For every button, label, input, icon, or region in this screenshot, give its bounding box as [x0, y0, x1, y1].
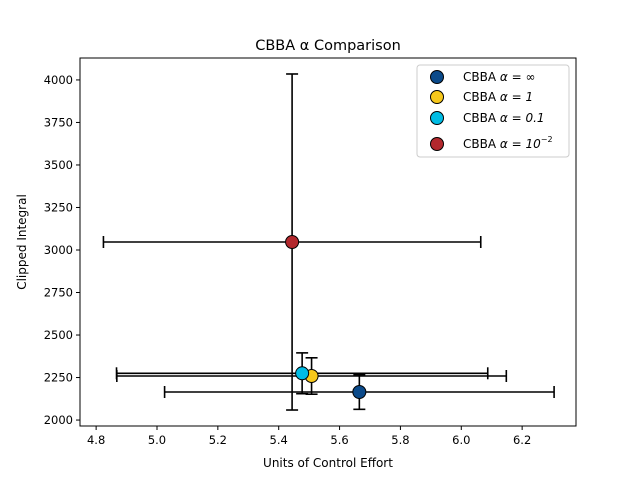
x-tick-label: 5.6	[330, 433, 348, 447]
data-point	[352, 384, 367, 399]
x-axis-label: Units of Control Effort	[263, 456, 393, 470]
y-tick-label: 2000	[44, 413, 73, 427]
plot-frame	[79, 57, 577, 427]
legend-marker	[430, 70, 444, 84]
x-tick-label: 5.4	[270, 433, 288, 447]
y-tick-label: 2500	[44, 328, 73, 342]
y-tick-label: 3250	[44, 200, 73, 214]
legend-label: CBBA α = 0.1	[463, 111, 545, 125]
legend-marker	[430, 90, 444, 104]
y-tick-label: 4000	[44, 73, 73, 87]
y-tick-label: 3750	[44, 115, 73, 129]
plot-marks	[102, 73, 555, 411]
y-tick-label: 2750	[44, 286, 73, 300]
data-point	[295, 366, 310, 381]
y-tick-label: 3500	[44, 158, 73, 172]
legend-item: CBBA α = 0.1	[430, 111, 545, 125]
x-tick-label: 5.0	[148, 433, 166, 447]
legend-marker	[430, 137, 444, 151]
x-tick-label: 6.0	[452, 433, 470, 447]
legend-marker	[430, 111, 444, 125]
y-axis-label: Clipped Integral	[15, 194, 29, 290]
legend-item: CBBA α = ∞	[430, 70, 535, 84]
legend-item: CBBA α = 10−2	[430, 135, 553, 151]
legend-label: CBBA α = ∞	[463, 70, 535, 84]
y-axis: 2000 2250 2500 2750 3000 3250 3500 3750 4000	[44, 73, 80, 427]
y-tick-label: 2250	[44, 371, 73, 385]
data-point	[285, 235, 300, 249]
y-tick-label: 3000	[44, 243, 73, 257]
legend-box	[416, 64, 570, 158]
x-axis: 4.8 5.0 5.2 5.4 5.6 5.8 6.0 6.2	[87, 426, 531, 447]
x-tick-label: 6.2	[513, 433, 531, 447]
legend-label: CBBA α = 10−2	[463, 135, 553, 151]
chart-title: CBBA α Comparison	[255, 38, 401, 54]
x-tick-label: 5.2	[209, 433, 227, 447]
legend-label: CBBA α = 1	[463, 90, 533, 104]
legend-item: CBBA α = 1	[430, 90, 533, 104]
legend: CBBA α = ∞ CBBA α = 1 CBBA α = 0.1 CBBA α =…	[416, 64, 570, 158]
x-tick-label: 5.8	[391, 433, 409, 447]
x-tick-label: 4.8	[87, 433, 105, 447]
